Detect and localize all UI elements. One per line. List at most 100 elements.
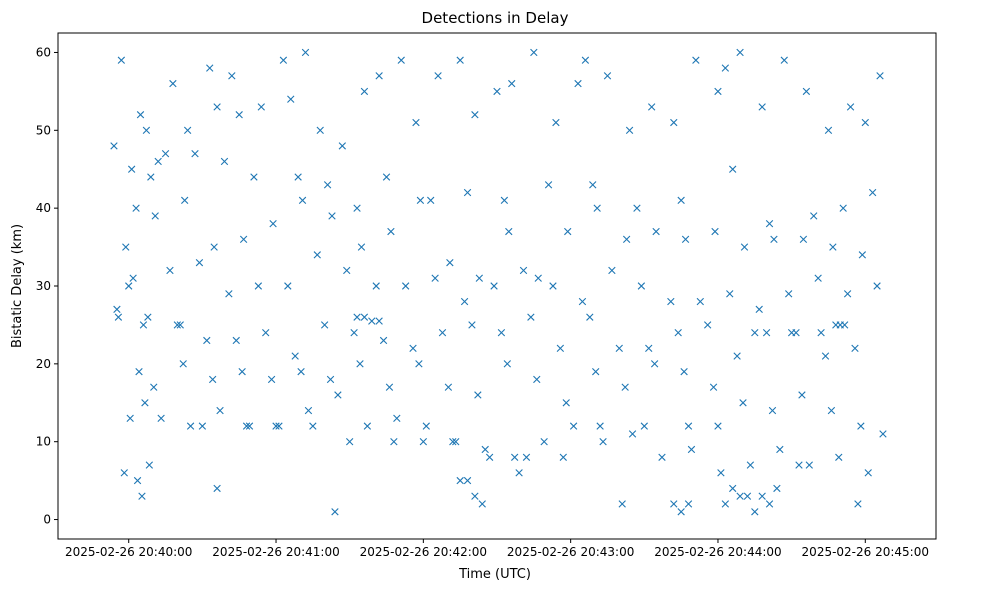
data-point bbox=[434, 72, 442, 80]
data-point bbox=[313, 251, 321, 259]
data-point bbox=[446, 258, 454, 267]
data-point bbox=[681, 235, 690, 243]
y-axis-label: Bistatic Delay (km) bbox=[10, 224, 25, 348]
data-point bbox=[360, 87, 369, 96]
data-point bbox=[633, 204, 641, 212]
data-point bbox=[593, 204, 601, 212]
data-point bbox=[795, 461, 803, 469]
data-point bbox=[284, 282, 292, 290]
data-point bbox=[357, 243, 366, 251]
data-point bbox=[544, 181, 553, 189]
data-point bbox=[709, 383, 718, 391]
data-point bbox=[640, 422, 649, 430]
data-point bbox=[721, 500, 730, 508]
data-point bbox=[493, 87, 501, 96]
data-point bbox=[198, 422, 207, 430]
data-point bbox=[169, 79, 177, 88]
data-point bbox=[857, 422, 865, 430]
data-point bbox=[309, 422, 317, 430]
data-point bbox=[238, 367, 246, 376]
data-point bbox=[503, 360, 512, 368]
data-point bbox=[262, 329, 270, 337]
data-point bbox=[125, 282, 133, 290]
data-point bbox=[245, 422, 254, 430]
data-point bbox=[670, 500, 678, 508]
data-point bbox=[150, 383, 158, 391]
data-point bbox=[154, 157, 162, 166]
data-point bbox=[821, 352, 830, 360]
data-point bbox=[267, 375, 276, 384]
data-point bbox=[225, 290, 233, 298]
data-point bbox=[126, 414, 134, 423]
data-point bbox=[674, 329, 682, 337]
data-point bbox=[677, 508, 685, 516]
data-point bbox=[508, 79, 516, 88]
data-point bbox=[680, 367, 688, 376]
data-point bbox=[589, 181, 597, 189]
data-point bbox=[854, 500, 862, 508]
data-point bbox=[368, 317, 376, 325]
data-point bbox=[858, 251, 867, 259]
data-point bbox=[242, 422, 251, 430]
data-point bbox=[279, 56, 288, 64]
data-point bbox=[449, 438, 457, 446]
data-point bbox=[151, 212, 159, 220]
data-point bbox=[692, 56, 700, 64]
data-point bbox=[569, 422, 578, 430]
x-tick-label: 2025-02-26 20:40:00 bbox=[65, 545, 192, 559]
data-point bbox=[592, 367, 600, 376]
data-point bbox=[328, 212, 336, 220]
data-point bbox=[287, 95, 295, 103]
data-point bbox=[444, 383, 453, 391]
data-point bbox=[468, 321, 476, 329]
data-point bbox=[385, 383, 394, 391]
data-point bbox=[879, 430, 887, 438]
data-point bbox=[621, 383, 629, 391]
data-point bbox=[559, 453, 567, 461]
data-point bbox=[515, 469, 523, 477]
data-point bbox=[208, 375, 217, 384]
data-point bbox=[729, 484, 737, 493]
data-point bbox=[228, 72, 236, 80]
data-point bbox=[379, 336, 388, 345]
data-point bbox=[291, 352, 299, 360]
data-point bbox=[463, 476, 472, 485]
data-point bbox=[216, 406, 224, 415]
data-point bbox=[191, 149, 199, 158]
data-point bbox=[203, 336, 211, 345]
data-point bbox=[556, 344, 565, 352]
data-point bbox=[835, 453, 843, 461]
data-point bbox=[505, 227, 513, 236]
x-tick-label: 2025-02-26 20:45:00 bbox=[802, 545, 929, 559]
data-point bbox=[637, 282, 646, 290]
x-tick-label: 2025-02-26 20:43:00 bbox=[507, 545, 634, 559]
data-point bbox=[628, 430, 637, 438]
data-point bbox=[460, 297, 469, 306]
data-point bbox=[780, 56, 788, 64]
data-point bbox=[667, 297, 675, 306]
data-point bbox=[110, 142, 118, 150]
data-point bbox=[625, 126, 634, 134]
data-point bbox=[431, 274, 439, 282]
y-tick-label: 20 bbox=[36, 357, 51, 371]
data-point bbox=[717, 469, 725, 477]
data-point bbox=[805, 461, 813, 469]
y-axis-ticks: 0 10 20 30 40 50 60 bbox=[36, 45, 58, 527]
data-point bbox=[206, 64, 214, 72]
data-point bbox=[127, 165, 136, 173]
data-point bbox=[120, 469, 128, 477]
data-point bbox=[345, 438, 354, 446]
data-point bbox=[210, 243, 218, 251]
data-point bbox=[298, 196, 307, 205]
data-point bbox=[360, 313, 369, 321]
data-point bbox=[142, 126, 151, 134]
data-point bbox=[356, 360, 364, 368]
data-point bbox=[409, 344, 417, 352]
data-point bbox=[873, 282, 881, 290]
data-point bbox=[500, 196, 509, 205]
data-point bbox=[122, 243, 130, 251]
data-point bbox=[549, 282, 557, 290]
data-point bbox=[677, 196, 685, 205]
data-point bbox=[485, 453, 494, 461]
